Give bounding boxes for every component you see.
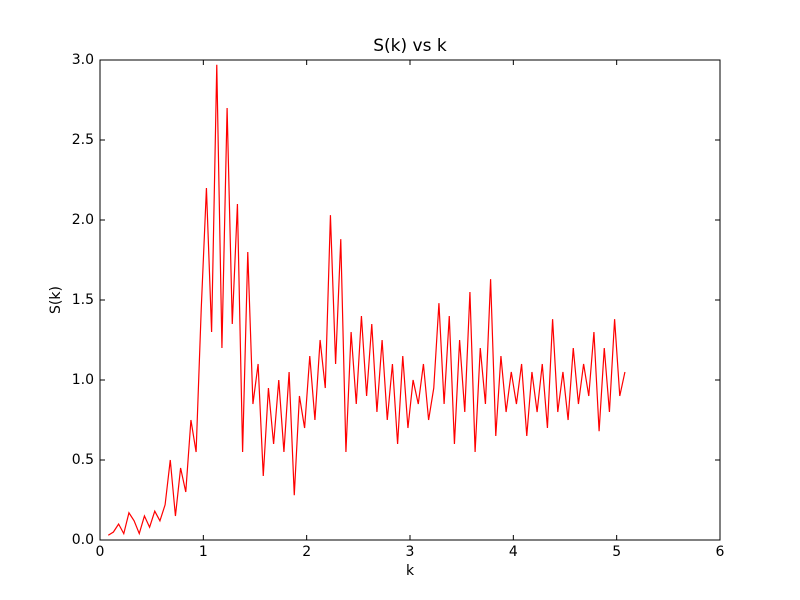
- x-axis-label: k: [406, 563, 415, 579]
- x-tick-label: 0: [96, 544, 105, 560]
- x-tick-label: 6: [716, 544, 725, 560]
- y-tick-label: 0.5: [72, 452, 94, 468]
- y-tick-label: 1.0: [72, 372, 94, 388]
- plot-frame: [99, 59, 721, 541]
- y-tick-label: 2.5: [72, 132, 94, 148]
- x-tick-label: 4: [509, 544, 518, 560]
- data-line: [107, 64, 626, 536]
- y-tick-label: 1.5: [72, 292, 94, 308]
- x-tick-label: 1: [199, 544, 208, 560]
- chart-title: S(k) vs k: [373, 36, 447, 56]
- y-axis-label: S(k): [48, 286, 64, 314]
- x-tick-label: 5: [612, 544, 621, 560]
- x-tick-label: 2: [302, 544, 311, 560]
- y-tick-label: 3.0: [72, 52, 94, 68]
- x-tick-label: 3: [406, 544, 415, 560]
- y-tick-label: 0.0: [72, 532, 94, 548]
- y-tick-label: 2.0: [72, 212, 94, 228]
